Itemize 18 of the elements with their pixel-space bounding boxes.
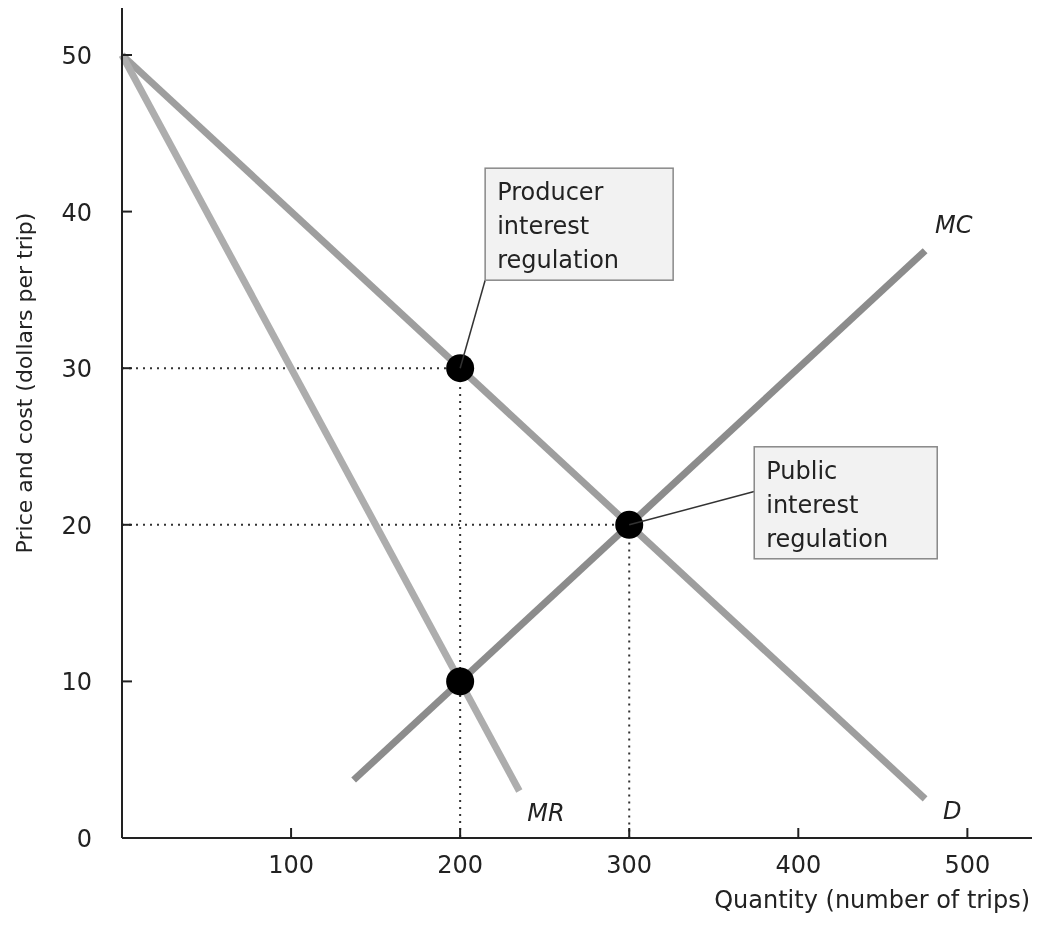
y-tick-label: 10 bbox=[61, 668, 92, 697]
series-label: MC bbox=[935, 210, 973, 239]
x-tick-label: 400 bbox=[775, 851, 822, 879]
series-label: MR bbox=[527, 799, 565, 828]
x-tick-label: 200 bbox=[437, 851, 484, 879]
x-tick-label: 500 bbox=[944, 851, 991, 879]
y-tick-label: 30 bbox=[61, 355, 92, 384]
y-tick-label: 20 bbox=[61, 511, 92, 540]
annotation: Public interest regulation bbox=[766, 456, 889, 553]
x-axis-title: Quantity (number of trips) bbox=[714, 886, 1030, 914]
y-tick-label: 50 bbox=[61, 41, 92, 70]
y-tick-label: 0 bbox=[76, 825, 92, 853]
x-tick-label: 100 bbox=[268, 851, 314, 879]
y-tick-label: 40 bbox=[61, 198, 92, 227]
series-label: D bbox=[943, 796, 962, 825]
x-tick-label: 300 bbox=[606, 851, 653, 879]
y-axis-title: Price and cost (dollars per trip) bbox=[12, 212, 37, 554]
annotation: Producer interest regulation bbox=[497, 178, 620, 275]
